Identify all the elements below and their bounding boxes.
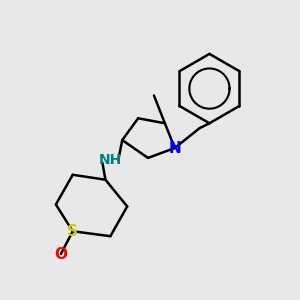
- Text: NH: NH: [99, 153, 122, 167]
- Text: S: S: [67, 224, 78, 239]
- Text: O: O: [54, 247, 67, 262]
- Text: N: N: [168, 140, 181, 155]
